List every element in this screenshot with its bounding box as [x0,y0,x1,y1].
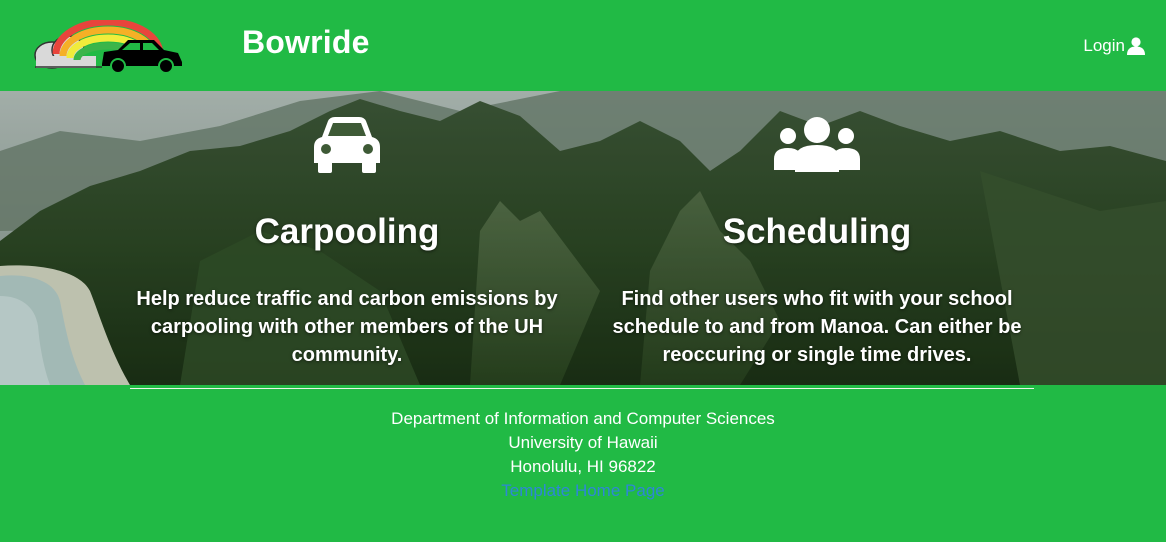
rainbow-car-logo[interactable] [32,20,184,74]
footer-city: Honolulu, HI 96822 [510,457,656,476]
footer: Department of Information and Computer S… [0,385,1166,542]
login-button[interactable]: Login [1083,36,1146,56]
feature-description: Find other users who fit with your schoo… [612,287,1022,366]
hero-section: Carpooling Help reduce traffic and carbo… [0,91,1166,385]
brand-title[interactable]: Bowride [242,24,370,60]
footer-divider [130,388,1034,389]
footer-department: Department of Information and Computer S… [391,409,775,428]
footer-university: University of Hawaii [508,433,658,452]
login-label: Login [1083,36,1125,55]
car-icon [314,117,380,173]
feature-title: Carpooling [254,212,440,251]
template-home-link[interactable]: Template Home Page [501,481,665,500]
mountain-background-image [0,91,1166,385]
feature-title: Scheduling [722,212,912,251]
feature-description: Help reduce traffic and carbon emissions… [136,287,558,366]
user-icon [1127,37,1145,55]
feature-carpooling: Carpooling Help reduce traffic and carbo… [132,91,562,369]
users-icon [774,117,860,172]
navbar: Bowride Login [0,0,1166,91]
footer-address: Department of Information and Computer S… [0,407,1166,503]
feature-scheduling: Scheduling Find other users who fit with… [602,91,1032,369]
